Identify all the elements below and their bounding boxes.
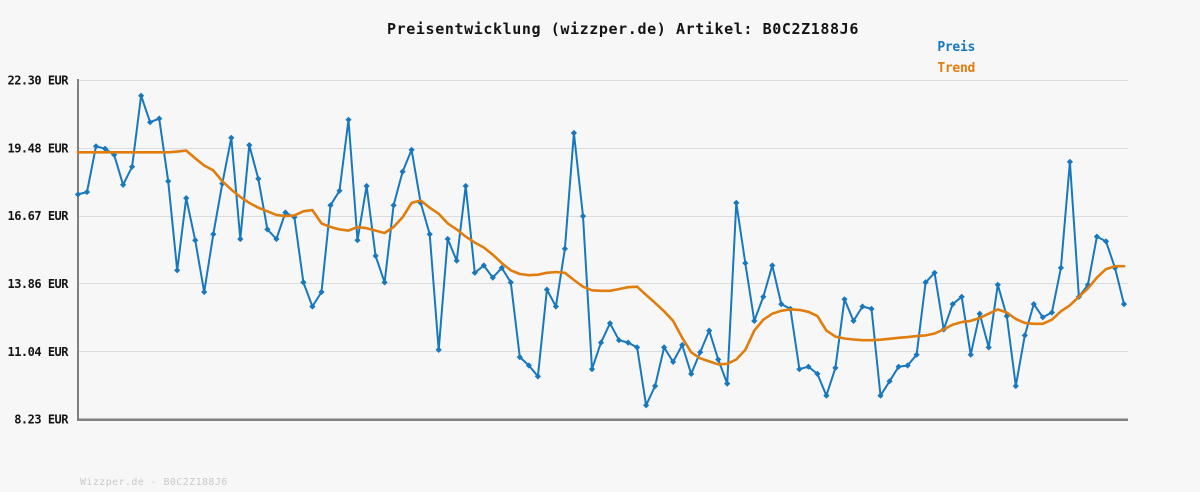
y-axis-tick-label: 19.48 EUR bbox=[7, 141, 69, 155]
bottom-strip bbox=[0, 492, 1200, 500]
legend-item-preis: Preis bbox=[937, 40, 975, 55]
chart-title: Preisentwicklung (wizzper.de) Artikel: B… bbox=[387, 20, 859, 38]
price-line bbox=[77, 94, 1125, 407]
trend-line bbox=[76, 149, 1126, 366]
y-axis-tick-label: 11.04 EUR bbox=[7, 345, 69, 359]
price-markers bbox=[74, 92, 1128, 409]
y-axis-tick-label: 13.86 EUR bbox=[7, 277, 69, 291]
chart-legend: Preis Trend bbox=[937, 37, 975, 79]
watermark-text: Wizzper.de - B0C2Z188J6 bbox=[80, 477, 228, 488]
y-axis-tick-label: 8.23 EUR bbox=[14, 413, 69, 427]
y-axis-tick-label: 22.30 EUR bbox=[7, 74, 69, 88]
legend-item-trend: Trend bbox=[937, 61, 975, 76]
y-axis-tick-label: 16.67 EUR bbox=[7, 209, 69, 223]
